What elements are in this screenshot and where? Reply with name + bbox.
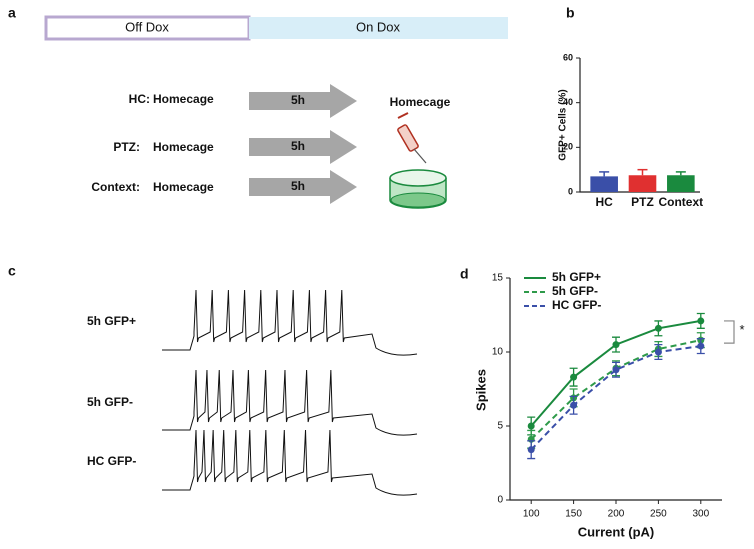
interval: 5h	[291, 93, 305, 107]
trace-label: 5h GFP-	[87, 395, 133, 409]
bar	[628, 175, 657, 192]
trace-label: 5h GFP+	[87, 314, 136, 328]
traces	[162, 289, 418, 496]
point	[570, 373, 578, 381]
annotation: *	[739, 322, 744, 337]
y-tick-label: 60	[563, 52, 573, 62]
protocol-row: Context: Homecage 5h	[91, 169, 447, 209]
point	[527, 422, 535, 430]
y-tick-label: 10	[492, 347, 504, 358]
point	[654, 324, 662, 332]
x-tick-label: 300	[692, 509, 709, 520]
protocol-row: HC: Homecage 5h Homecage	[129, 84, 451, 118]
after: Homecage	[390, 95, 451, 109]
significance-bracket	[724, 320, 735, 344]
off-dox: Off Dox	[125, 19, 169, 34]
y-tick-label: 0	[497, 495, 503, 506]
y-tick-label: 15	[492, 273, 504, 284]
group: HC:	[129, 92, 150, 106]
on-dox-bar	[249, 17, 508, 39]
y-axis-label: GFP+ Cells (%)	[558, 89, 569, 160]
trace-label: HC GFP-	[87, 454, 136, 468]
x-axis-label: Current (pA)	[578, 524, 655, 539]
group: PTZ:	[113, 140, 140, 154]
trace	[162, 369, 418, 436]
legend-label: 5h GFP+	[552, 270, 601, 284]
point	[697, 317, 705, 325]
before: Homecage	[153, 180, 214, 194]
y-tick-label: 0	[568, 186, 573, 196]
panel-label: b	[566, 5, 575, 21]
interval: 5h	[291, 179, 305, 193]
interval: 5h	[291, 139, 305, 153]
panel-label: d	[460, 266, 469, 282]
arrow	[249, 170, 357, 204]
y-tick-label: 40	[563, 97, 573, 107]
x-tick-label: 150	[565, 509, 582, 520]
point	[654, 348, 662, 356]
before: Homecage	[153, 140, 214, 154]
panel-label: c	[8, 263, 16, 279]
syringe-icon	[397, 112, 427, 164]
x-tick-label: 200	[608, 509, 625, 520]
arrow	[249, 84, 357, 118]
before: Homecage	[153, 92, 214, 106]
x-tick-label: PTZ	[631, 195, 654, 209]
trace	[162, 429, 418, 496]
x-tick-label: HC	[595, 195, 613, 209]
point	[527, 446, 535, 454]
x-tick-label: 100	[523, 509, 540, 520]
point	[612, 366, 620, 374]
context-icon	[389, 169, 447, 209]
bar	[667, 175, 695, 192]
y-tick-label: 20	[563, 142, 573, 152]
trace	[162, 289, 418, 356]
on-dox: On Dox	[356, 19, 401, 34]
protocol-row: PTZ: Homecage 5h	[113, 112, 427, 164]
x-tick-label: Context	[658, 195, 703, 209]
arrow	[249, 130, 357, 164]
legend-label: 5h GFP-	[552, 284, 598, 298]
point	[570, 401, 578, 409]
group: Context:	[91, 180, 140, 194]
legend-label: HC GFP-	[552, 298, 601, 312]
x-tick-label: 250	[650, 509, 667, 520]
y-tick-label: 5	[497, 421, 503, 432]
axis	[509, 278, 722, 501]
point	[697, 342, 705, 350]
line-chart: 0 5 10 15 100 150 200 250 300 Current (pA) Spikes 5…	[473, 270, 744, 539]
series-line	[530, 345, 701, 451]
point	[612, 341, 620, 349]
bar-chart: 0 20 40 60 GFP+ Cells (%) HC PTZ Context	[558, 52, 704, 209]
y-axis-label: Spikes	[473, 369, 488, 411]
panel-label: a	[8, 5, 16, 21]
bar	[590, 176, 618, 192]
